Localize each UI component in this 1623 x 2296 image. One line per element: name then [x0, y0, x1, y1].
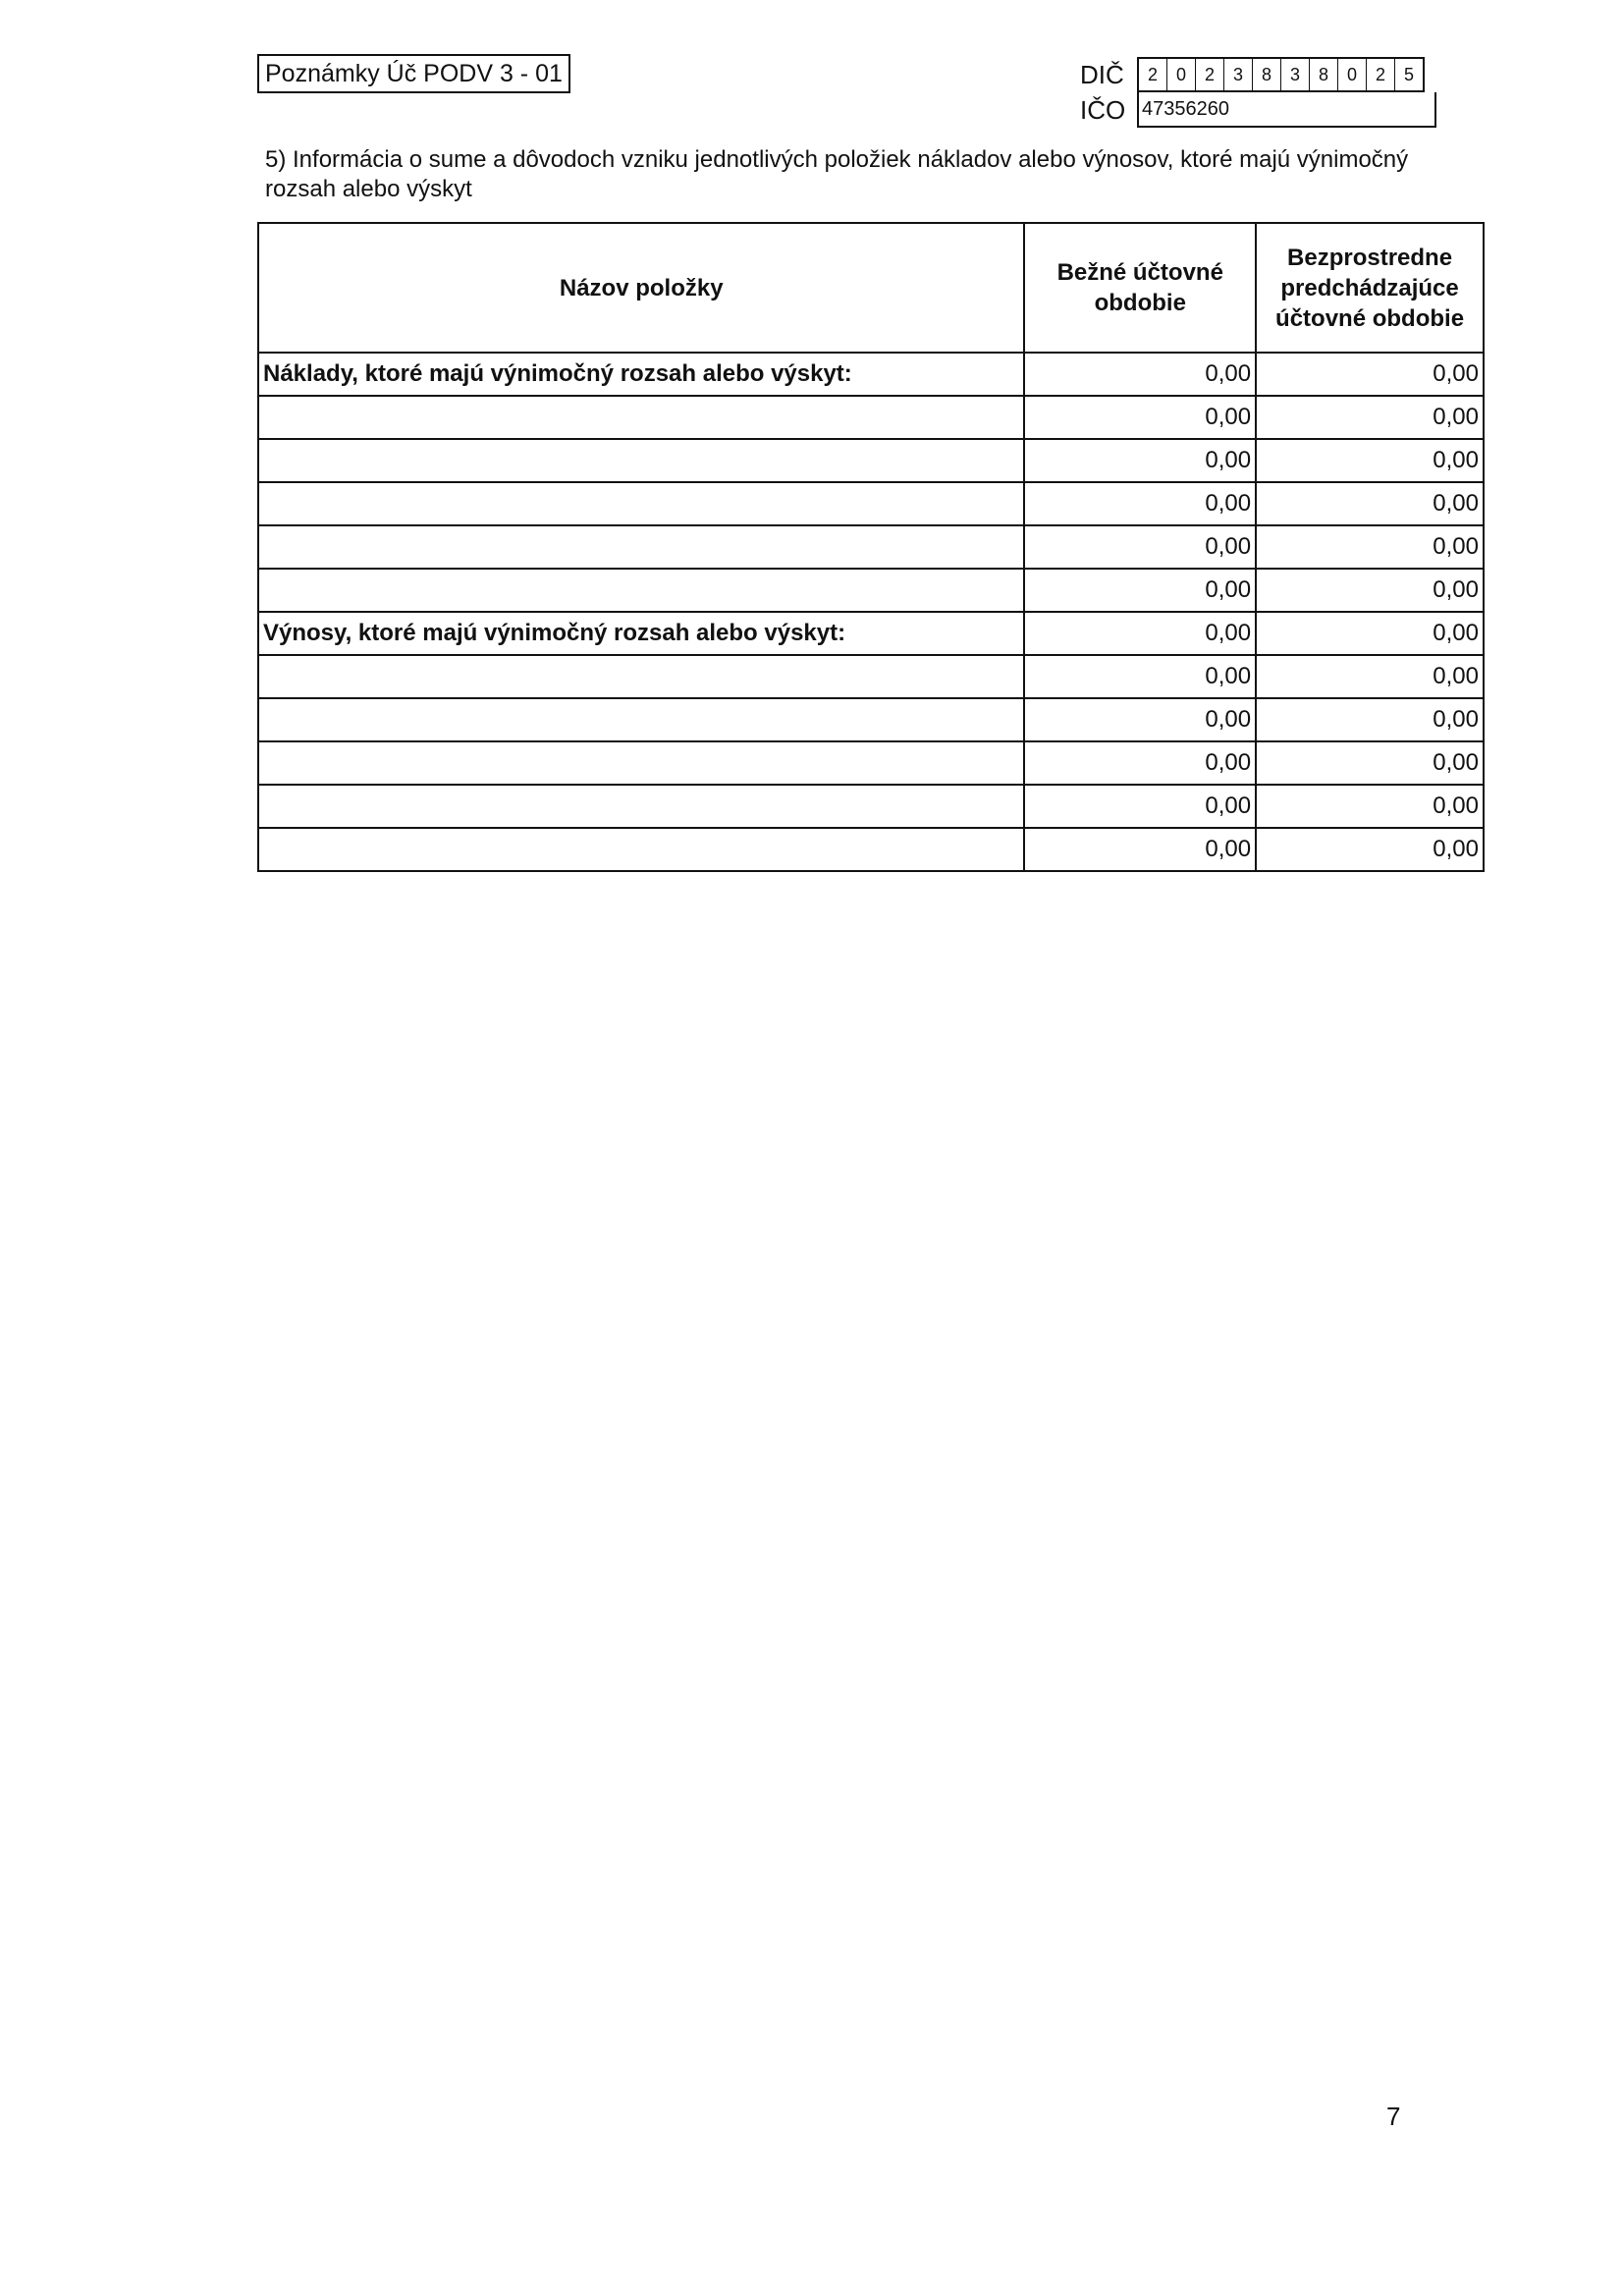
form-title: Poznámky Úč PODV 3 - 01: [257, 54, 570, 93]
dic-label: DIČ: [1080, 60, 1124, 89]
value-current: 0,00: [1023, 784, 1258, 829]
row-name: [256, 438, 1026, 483]
column-header-previous: Bezprostredne predchádzajúce účtovné obd…: [1255, 222, 1485, 354]
ico-label: IČO: [1080, 95, 1126, 125]
row-name: [256, 524, 1026, 570]
value-current: 0,00: [1023, 524, 1258, 570]
row-name: Výnosy, ktoré majú výnimočný rozsah aleb…: [256, 611, 1026, 656]
dic-digit-box: 3: [1281, 59, 1310, 90]
value-current: 0,00: [1023, 481, 1258, 526]
table-row: 0,00 0,00: [256, 568, 1485, 613]
value-previous: 0,00: [1255, 697, 1485, 742]
table-row: 0,00 0,00: [256, 784, 1485, 829]
dic-digit-box: 2: [1139, 59, 1167, 90]
table-row: 0,00 0,00: [256, 524, 1485, 570]
value-current: 0,00: [1023, 827, 1258, 872]
table-row: Výnosy, ktoré majú výnimočný rozsah aleb…: [256, 611, 1485, 656]
dic-digit-box: 5: [1403, 65, 1414, 84]
value-previous: 0,00: [1255, 352, 1485, 397]
dic-digit-box: 2: [1196, 59, 1224, 90]
value-current: 0,00: [1023, 568, 1258, 613]
table-row: 0,00 0,00: [256, 481, 1485, 526]
table-row: 0,00 0,00: [256, 697, 1485, 742]
table-row: 0,00 0,00: [256, 740, 1485, 786]
value-current: 0,00: [1023, 611, 1258, 656]
column-header-current: Bežné účtovné obdobie: [1023, 222, 1258, 354]
value-current: 0,00: [1023, 438, 1258, 483]
table-row: 0,00 0,00: [256, 654, 1485, 699]
row-name: [256, 784, 1026, 829]
table-row: 0,00 0,00: [256, 395, 1485, 440]
dic-digit-box: 0: [1338, 59, 1367, 90]
value-previous: 0,00: [1255, 654, 1485, 699]
column-header-name: Názov položky: [256, 222, 1026, 354]
value-previous: 0,00: [1255, 740, 1485, 786]
row-name: [256, 395, 1026, 440]
row-name: [256, 568, 1026, 613]
value-current: 0,00: [1023, 352, 1258, 397]
value-current: 0,00: [1023, 654, 1258, 699]
dic-digit-box: 3: [1224, 59, 1253, 90]
value-current: 0,00: [1023, 740, 1258, 786]
dic-digit-box: 0: [1167, 59, 1196, 90]
value-previous: 0,00: [1255, 784, 1485, 829]
dic-digit-box: 8: [1253, 59, 1281, 90]
row-name: [256, 654, 1026, 699]
table-row: 0,00 0,00: [256, 438, 1485, 483]
value-previous: 0,00: [1255, 568, 1485, 613]
value-previous: 0,00: [1255, 827, 1485, 872]
row-name: [256, 697, 1026, 742]
table-header-row: Názov položky Bežné účtovné obdobie Bezp…: [256, 222, 1485, 354]
dic-digit-box: 2: [1367, 59, 1395, 90]
section-heading: 5) Informácia o sume a dôvodoch vzniku j…: [265, 146, 1409, 202]
row-name: [256, 481, 1026, 526]
items-table: Názov položky Bežné účtovné obdobie Bezp…: [256, 222, 1485, 872]
value-current: 0,00: [1023, 697, 1258, 742]
ico-row: IČO 47356260: [1080, 92, 1436, 128]
page-number: 7: [1386, 2102, 1401, 2131]
value-previous: 0,00: [1255, 524, 1485, 570]
row-name: [256, 827, 1026, 872]
row-name: Náklady, ktoré majú výnimočný rozsah ale…: [256, 352, 1026, 397]
value-previous: 0,00: [1255, 395, 1485, 440]
value-current: 0,00: [1023, 395, 1258, 440]
value-previous: 0,00: [1255, 438, 1485, 483]
dic-digit-box: 8: [1310, 59, 1338, 90]
value-previous: 0,00: [1255, 611, 1485, 656]
row-name: [256, 740, 1026, 786]
table-row: 0,00 0,00: [256, 827, 1485, 872]
value-previous: 0,00: [1255, 481, 1485, 526]
table-row: Náklady, ktoré majú výnimočný rozsah ale…: [256, 352, 1485, 397]
ico-value: 47356260: [1137, 92, 1436, 128]
